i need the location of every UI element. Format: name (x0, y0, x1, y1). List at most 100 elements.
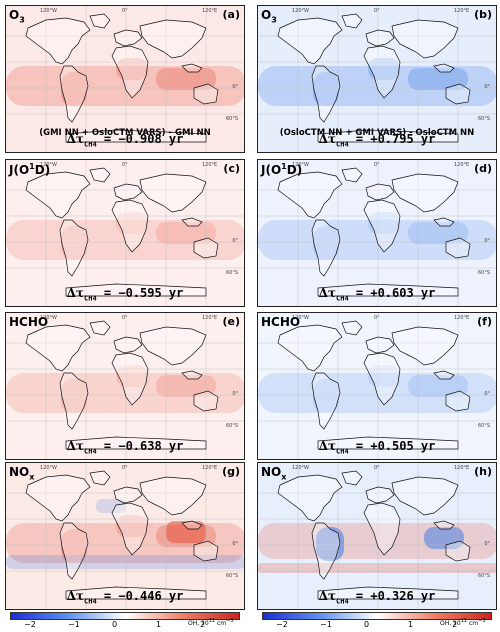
coastline (59, 372, 89, 430)
longitude-label: 0° (374, 465, 380, 471)
coastline (59, 522, 89, 580)
latitude-label: 60°S (477, 423, 490, 429)
world-map-d (258, 160, 496, 306)
panel-species-title: HCHO (9, 315, 49, 329)
coastline (139, 326, 207, 366)
panel-letter: (f) (477, 315, 492, 328)
anomaly-field (368, 212, 400, 234)
world-map-h (258, 463, 496, 609)
latitude-label: 60°S (225, 423, 238, 429)
anomaly-field (424, 527, 464, 549)
longitude-label: 0° (122, 315, 128, 321)
coastline (311, 372, 341, 430)
longitude-label: 120°W (292, 8, 309, 14)
coastline (65, 436, 207, 450)
anomaly-field (156, 222, 216, 244)
anomaly-field (313, 379, 339, 413)
coastline (277, 171, 343, 219)
colorbar-tick-label: 2 (452, 620, 458, 629)
latitude-label: 0° (484, 391, 490, 397)
latitude-label: 0° (232, 391, 238, 397)
latitude-label: 60°S (225, 116, 238, 122)
latitude-label: 0° (484, 238, 490, 244)
colorbar-tick-label: 1 (156, 620, 162, 629)
coastline (181, 217, 203, 227)
colorbar-tick-label: 2 (200, 620, 206, 629)
longitude-label: 120°W (40, 315, 57, 321)
anomaly-field (313, 72, 339, 106)
coastline (25, 474, 91, 522)
anomaly-field (116, 212, 148, 234)
longitude-label: 120°E (454, 465, 470, 471)
longitude-label: 120°E (202, 315, 218, 321)
longitude-label: 120°E (202, 162, 218, 168)
map-panel-b: 120°W 0° 120°E 0° 60°S O3 (b) (OsloCTM NN + GMI… (257, 5, 497, 153)
colorbar-tick-label: −2 (276, 620, 288, 629)
latitude-label: 60°S (225, 573, 238, 579)
lifetime-change-label: ΔτCH4 = +0.326 yr (318, 588, 436, 605)
coastline (391, 476, 459, 516)
longitude-label: 0° (122, 162, 128, 168)
coastline (113, 183, 143, 201)
coastline (365, 336, 395, 354)
coastline (139, 19, 207, 59)
panel-letter: (g) (222, 465, 240, 478)
coastline (277, 17, 343, 65)
world-map-g (6, 463, 244, 609)
panel-letter: (h) (474, 465, 492, 478)
longitude-label: 120°W (292, 315, 309, 321)
coastline (311, 219, 341, 277)
coastline (65, 283, 207, 297)
lifetime-change-label: ΔτCH4 = −0.638 yr (66, 438, 184, 455)
coastline (363, 502, 401, 556)
coastline (59, 219, 89, 277)
coastline (341, 13, 363, 29)
latitude-label: 0° (484, 541, 490, 547)
longitude-label: 120°E (454, 315, 470, 321)
anomaly-field (156, 375, 216, 397)
colorbar-tick-label: 0 (364, 620, 370, 629)
coastline (113, 336, 143, 354)
anomaly-field (313, 226, 339, 260)
latitude-label: 60°S (225, 270, 238, 276)
coastline (181, 520, 203, 530)
longitude-label: 0° (122, 465, 128, 471)
coastline (139, 476, 207, 516)
coastline (365, 486, 395, 504)
coastline (317, 586, 459, 600)
coastline (193, 83, 219, 105)
lifetime-change-label: ΔτCH4 = +0.603 yr (318, 285, 436, 302)
world-map-f (258, 313, 496, 459)
coastline (445, 237, 471, 259)
anomaly-field (408, 375, 468, 397)
panel-species-title: J(O1D) (9, 162, 51, 177)
longitude-label: 0° (374, 315, 380, 321)
longitude-label: 120°W (40, 465, 57, 471)
lifetime-change-label: ΔτCH4 = −0.446 yr (66, 588, 184, 605)
anomaly-field (61, 379, 87, 413)
longitude-label: 120°E (202, 465, 218, 471)
panel-letter: (a) (222, 8, 240, 21)
map-panel-f: 120°W 0° 120°E 0° 60°S HCHO (f) ΔτCH4 = +0.505 … (257, 312, 497, 460)
coastline (111, 502, 149, 556)
panel-letter: (c) (223, 162, 240, 175)
panel-species-title: O3 (9, 8, 25, 25)
coastline (363, 199, 401, 253)
panel-letter: (b) (474, 8, 492, 21)
latitude-label: 60°S (477, 270, 490, 276)
coastline (311, 65, 341, 123)
panel-species-title: O3 (261, 8, 277, 25)
longitude-label: 0° (374, 8, 380, 14)
colorbar-tick-label: −1 (320, 620, 332, 629)
coastline (59, 65, 89, 123)
map-panel-h: 120°W 0° 120°E 0° 60°S NOx (h) ΔτCH4 = +0.326 y… (257, 462, 497, 610)
coastline (391, 19, 459, 59)
coastline (317, 436, 459, 450)
world-map-b (258, 6, 496, 152)
latitude-label: 0° (232, 238, 238, 244)
colorbar-tick-label: 1 (408, 620, 414, 629)
panel-species-title: J(O1D) (261, 162, 303, 177)
coastline (193, 390, 219, 412)
coastline (341, 320, 363, 336)
panel-letter: (d) (474, 162, 492, 175)
